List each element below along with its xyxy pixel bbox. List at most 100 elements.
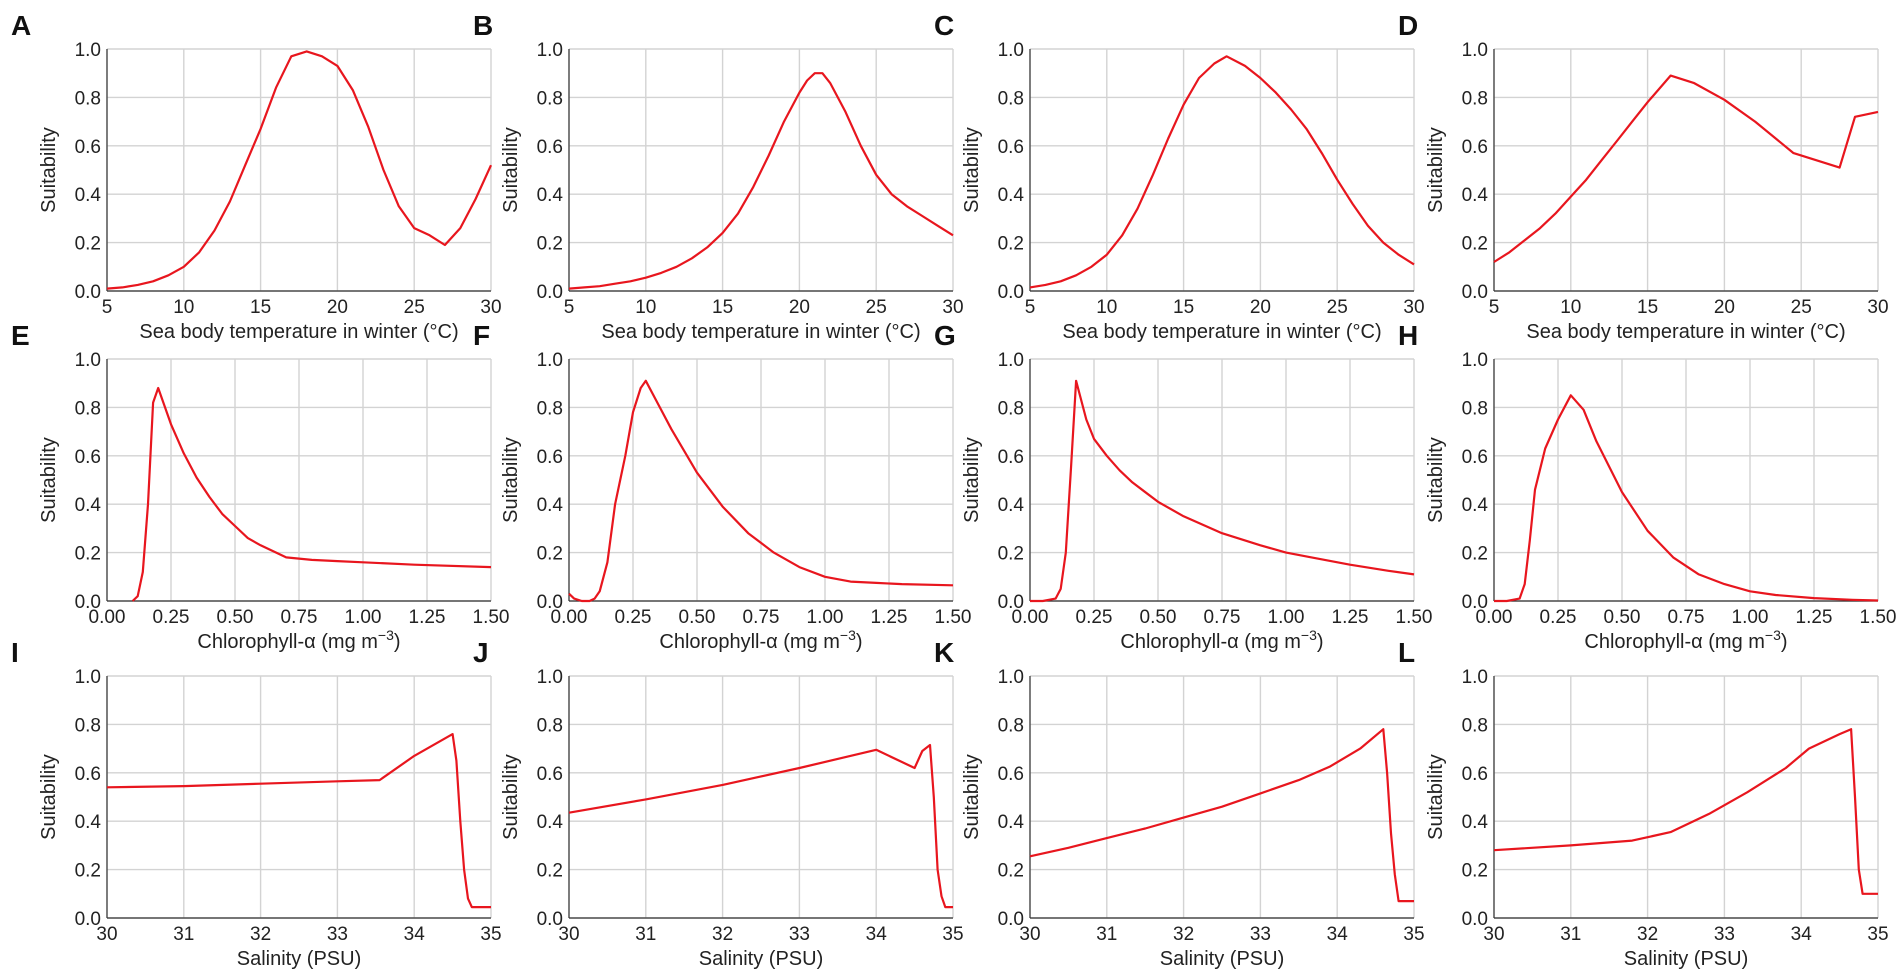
y-tick-label: 0.0 bbox=[537, 909, 563, 930]
x-tick-label: 25 bbox=[1791, 297, 1812, 318]
x-axis-label: Sea body temperature in winter (°C) bbox=[1526, 321, 1845, 343]
x-tick-label: 31 bbox=[173, 924, 194, 945]
x-tick-label: 0.25 bbox=[1076, 607, 1113, 628]
response-curve bbox=[568, 743, 953, 909]
y-tick-label: 0.8 bbox=[998, 715, 1024, 736]
x-tick-label: 30 bbox=[558, 924, 579, 945]
y-tick-label: 0.4 bbox=[1462, 185, 1489, 206]
chart-panel-l: 30 31 32 33 34 35 0.0 0.2 0.4 0.6 0.8 1.0 Suitabilit… bbox=[1398, 637, 1889, 970]
x-tick-label: 31 bbox=[635, 924, 656, 945]
y-tick-label: 0.8 bbox=[75, 398, 101, 419]
x-tick-label: 0.25 bbox=[153, 607, 190, 628]
panel-letter: C bbox=[934, 10, 954, 41]
x-axis-label: Salinity (PSU) bbox=[237, 948, 361, 970]
y-tick-label: 0.6 bbox=[537, 764, 563, 785]
x-tick-label: 0.75 bbox=[1204, 607, 1241, 628]
x-tick-label: 34 bbox=[1791, 924, 1813, 945]
x-tick-label: 20 bbox=[327, 297, 348, 318]
panel-letter: B bbox=[473, 10, 493, 41]
y-tick-label: 0.0 bbox=[998, 592, 1024, 613]
y-tick-label: 1.0 bbox=[998, 667, 1024, 688]
y-tick-label: 0.6 bbox=[537, 137, 563, 158]
x-tick-label: 1.50 bbox=[473, 607, 510, 628]
panel-letter: I bbox=[11, 637, 19, 668]
x-tick-label: 0.25 bbox=[1540, 607, 1577, 628]
chart-panel-e: 0.00 0.25 0.50 0.75 1.00 1.25 1.50 0.0 0.2 0.4 0.6… bbox=[11, 320, 509, 653]
y-tick-label: 0.8 bbox=[1462, 398, 1488, 419]
x-tick-label: 15 bbox=[1637, 297, 1658, 318]
x-tick-label: 31 bbox=[1560, 924, 1581, 945]
x-tick-label: 20 bbox=[1250, 297, 1271, 318]
x-tick-label: 1.50 bbox=[1860, 607, 1897, 628]
x-tick-label: 32 bbox=[712, 924, 733, 945]
chart-panel-f: 0.00 0.25 0.50 0.75 1.00 1.25 1.50 0.0 0.2 0.4 0.6… bbox=[473, 320, 971, 653]
x-tick-label: 20 bbox=[1714, 297, 1735, 318]
y-tick-label: 0.2 bbox=[75, 234, 101, 255]
y-tick-label: 0.0 bbox=[75, 909, 101, 930]
x-tick-label: 0.50 bbox=[1140, 607, 1177, 628]
x-tick-label: 34 bbox=[866, 924, 888, 945]
x-axis-label-superscript: −3 bbox=[1765, 627, 1781, 643]
x-tick-label: 31 bbox=[1096, 924, 1117, 945]
x-tick-label: 35 bbox=[1867, 924, 1888, 945]
chart-panel-j: 30 31 32 33 34 35 0.0 0.2 0.4 0.6 0.8 1.0 Suitabilit… bbox=[473, 637, 964, 970]
y-tick-label: 0.6 bbox=[998, 764, 1024, 785]
x-tick-label: 1.25 bbox=[1796, 607, 1833, 628]
panel-letter: A bbox=[11, 10, 31, 41]
x-tick-label: 30 bbox=[1403, 297, 1424, 318]
y-tick-label: 0.4 bbox=[75, 812, 102, 833]
y-tick-label: 1.0 bbox=[537, 667, 563, 688]
y-tick-label: 0.4 bbox=[998, 185, 1025, 206]
y-tick-label: 1.0 bbox=[75, 667, 101, 688]
x-tick-label: 33 bbox=[327, 924, 348, 945]
response-curve bbox=[131, 386, 492, 602]
x-tick-label: 30 bbox=[1483, 924, 1504, 945]
x-axis-label: Chlorophyll-α (mg m−3) bbox=[1120, 627, 1323, 653]
y-tick-label: 0.0 bbox=[1462, 592, 1488, 613]
y-tick-label: 0.2 bbox=[998, 234, 1024, 255]
y-tick-label: 0.0 bbox=[1462, 909, 1488, 930]
y-tick-label: 0.8 bbox=[537, 715, 563, 736]
x-tick-label: 33 bbox=[789, 924, 810, 945]
x-tick-label: 1.00 bbox=[1732, 607, 1769, 628]
y-tick-label: 0.8 bbox=[998, 398, 1024, 419]
y-tick-label: 0.6 bbox=[75, 764, 101, 785]
x-tick-label: 34 bbox=[1327, 924, 1349, 945]
y-axis-label: Suitability bbox=[38, 437, 60, 523]
x-axis-label: Salinity (PSU) bbox=[699, 948, 823, 970]
y-axis-label: Suitability bbox=[38, 127, 60, 213]
x-tick-label: 15 bbox=[250, 297, 271, 318]
chart-panel-i: 30 31 32 33 34 35 0.0 0.2 0.4 0.6 0.8 1.0 Suitabilit… bbox=[11, 637, 502, 970]
y-tick-label: 0.4 bbox=[998, 495, 1025, 516]
y-tick-label: 0.6 bbox=[1462, 764, 1488, 785]
y-tick-label: 1.0 bbox=[75, 350, 101, 371]
y-tick-label: 0.6 bbox=[998, 137, 1024, 158]
x-tick-label: 1.25 bbox=[409, 607, 446, 628]
response-curve bbox=[1029, 55, 1415, 289]
x-tick-label: 1.00 bbox=[345, 607, 382, 628]
x-tick-label: 20 bbox=[789, 297, 810, 318]
chart-panel-k: 30 31 32 33 34 35 0.0 0.2 0.4 0.6 0.8 1.0 Suitabilit… bbox=[934, 637, 1425, 970]
y-tick-label: 0.8 bbox=[537, 88, 563, 109]
response-curve bbox=[568, 379, 954, 603]
x-tick-label: 1.50 bbox=[935, 607, 972, 628]
y-tick-label: 0.2 bbox=[75, 544, 101, 565]
y-axis-label: Suitability bbox=[961, 754, 983, 840]
y-tick-label: 0.8 bbox=[998, 88, 1024, 109]
y-tick-label: 0.6 bbox=[537, 447, 563, 468]
x-tick-label: 0.25 bbox=[615, 607, 652, 628]
y-tick-label: 0.2 bbox=[1462, 861, 1488, 882]
y-tick-label: 0.8 bbox=[1462, 88, 1488, 109]
x-tick-label: 35 bbox=[1403, 924, 1424, 945]
x-tick-label: 32 bbox=[250, 924, 271, 945]
x-tick-label: 0.00 bbox=[89, 607, 126, 628]
x-tick-label: 0.00 bbox=[1476, 607, 1513, 628]
x-tick-label: 32 bbox=[1173, 924, 1194, 945]
response-curve bbox=[1030, 379, 1415, 603]
y-tick-label: 1.0 bbox=[1462, 40, 1488, 61]
panel-letter: E bbox=[11, 320, 30, 351]
y-axis-label: Suitability bbox=[1425, 437, 1447, 523]
y-tick-label: 0.2 bbox=[537, 544, 563, 565]
y-tick-label: 0.0 bbox=[75, 282, 101, 303]
x-tick-label: 10 bbox=[635, 297, 656, 318]
